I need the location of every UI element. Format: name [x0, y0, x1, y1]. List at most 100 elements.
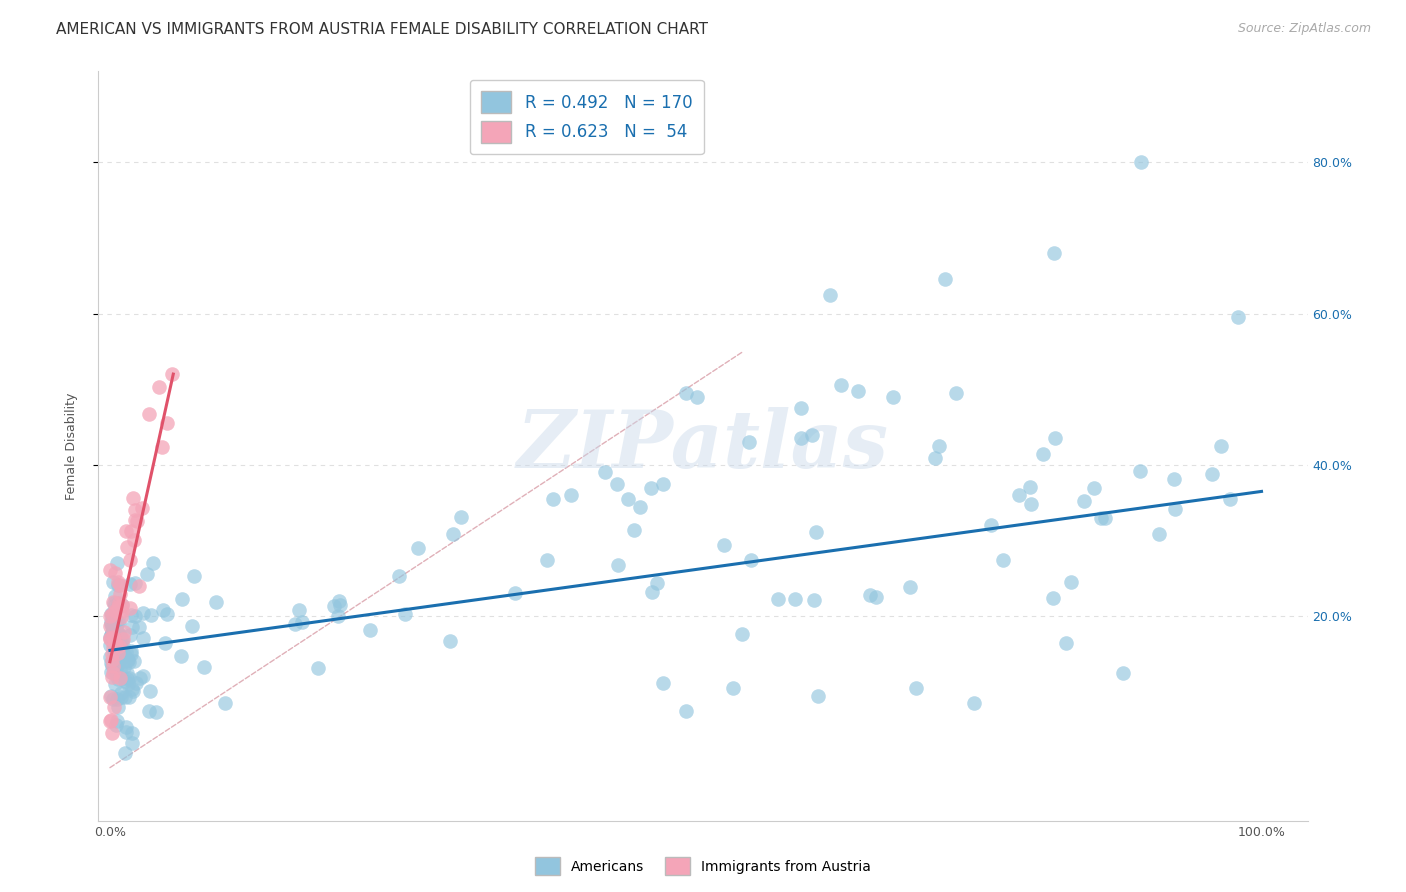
Point	[122, 491, 145, 505]
Point	[801, 427, 824, 442]
Point	[101, 607, 124, 621]
Point	[100, 615, 122, 630]
Point	[111, 648, 134, 663]
Point	[181, 619, 204, 633]
Point	[675, 704, 697, 718]
Point	[104, 604, 127, 618]
Point	[117, 672, 139, 686]
Point	[105, 667, 128, 681]
Point	[103, 691, 125, 706]
Point	[145, 706, 167, 720]
Point	[121, 726, 143, 740]
Point	[738, 435, 761, 450]
Point	[1211, 439, 1233, 453]
Point	[103, 632, 125, 647]
Point	[138, 704, 160, 718]
Point	[406, 541, 429, 556]
Point	[124, 503, 146, 517]
Point	[120, 608, 142, 623]
Point	[101, 595, 124, 609]
Point	[101, 653, 124, 667]
Point	[112, 660, 135, 674]
Point	[101, 666, 124, 681]
Point	[111, 639, 134, 653]
Point	[104, 662, 127, 676]
Point	[394, 607, 416, 621]
Point	[115, 540, 138, 554]
Point	[98, 638, 121, 652]
Point	[121, 682, 143, 697]
Point	[104, 637, 127, 651]
Point	[120, 524, 142, 538]
Point	[651, 676, 673, 690]
Point	[651, 476, 673, 491]
Point	[128, 620, 150, 634]
Point	[170, 591, 193, 606]
Point	[111, 598, 134, 612]
Point	[991, 553, 1014, 567]
Point	[111, 632, 134, 647]
Point	[882, 390, 904, 404]
Point	[623, 523, 645, 537]
Point	[127, 514, 149, 528]
Point	[104, 677, 127, 691]
Point	[104, 638, 127, 652]
Point	[100, 657, 122, 671]
Legend: Americans, Immigrants from Austria: Americans, Immigrants from Austria	[529, 852, 877, 880]
Point	[101, 670, 124, 684]
Point	[107, 627, 129, 641]
Point	[108, 638, 131, 652]
Point	[858, 588, 880, 602]
Point	[108, 628, 131, 642]
Point	[107, 630, 129, 644]
Point	[156, 417, 179, 431]
Point	[104, 611, 127, 625]
Point	[124, 608, 146, 623]
Point	[686, 390, 709, 404]
Point	[804, 525, 827, 540]
Point	[110, 686, 132, 700]
Point	[117, 653, 139, 667]
Point	[108, 629, 131, 643]
Point	[108, 641, 131, 656]
Point	[307, 661, 329, 675]
Point	[100, 632, 122, 646]
Point	[818, 287, 841, 301]
Point	[132, 631, 155, 645]
Point	[111, 604, 134, 618]
Point	[117, 677, 139, 691]
Point	[107, 633, 129, 648]
Point	[713, 538, 735, 552]
Y-axis label: Female Disability: Female Disability	[65, 392, 77, 500]
Point	[606, 476, 628, 491]
Point	[114, 524, 136, 538]
Point	[160, 367, 183, 381]
Point	[543, 491, 565, 506]
Point	[607, 558, 630, 573]
Point	[288, 602, 311, 616]
Point	[905, 681, 928, 696]
Point	[628, 500, 651, 514]
Point	[1129, 464, 1152, 478]
Point	[103, 618, 125, 632]
Point	[439, 634, 461, 648]
Point	[107, 642, 129, 657]
Point	[284, 617, 307, 632]
Point	[131, 500, 153, 515]
Point	[1032, 446, 1054, 460]
Point	[98, 563, 121, 577]
Point	[148, 379, 170, 393]
Point	[104, 619, 127, 633]
Point	[183, 568, 205, 582]
Point	[101, 647, 124, 661]
Point	[120, 648, 142, 662]
Point	[323, 599, 346, 613]
Point	[108, 635, 131, 649]
Point	[103, 631, 125, 645]
Point	[768, 591, 790, 606]
Point	[387, 569, 409, 583]
Point	[103, 646, 125, 660]
Point	[101, 607, 124, 621]
Point	[131, 606, 153, 620]
Point	[721, 681, 744, 696]
